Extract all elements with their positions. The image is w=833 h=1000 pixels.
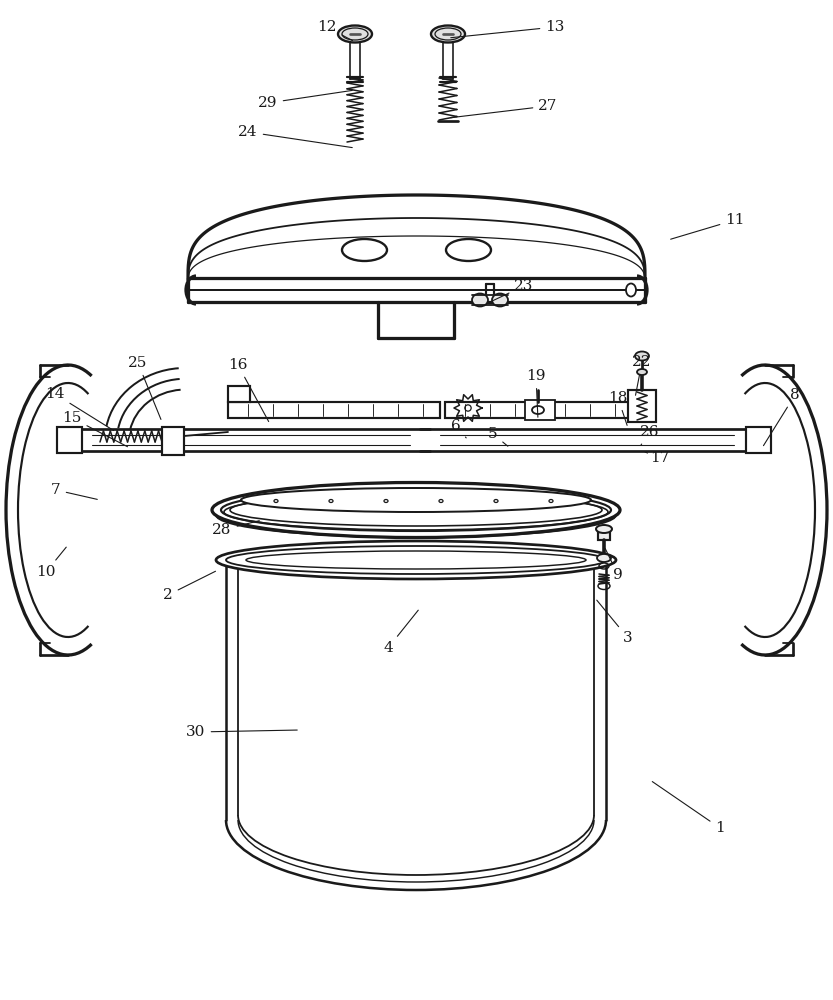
Ellipse shape xyxy=(241,488,591,512)
Bar xyxy=(228,402,440,418)
Text: 9: 9 xyxy=(606,549,623,582)
Ellipse shape xyxy=(626,284,636,296)
Text: 27: 27 xyxy=(451,99,557,118)
Text: 18: 18 xyxy=(608,391,628,425)
Bar xyxy=(746,427,771,453)
Ellipse shape xyxy=(446,239,491,261)
Text: 22: 22 xyxy=(632,355,651,395)
Text: 15: 15 xyxy=(62,411,127,447)
Bar xyxy=(228,386,250,402)
Text: 6: 6 xyxy=(451,419,466,438)
Text: 26: 26 xyxy=(641,425,660,445)
Text: 7: 7 xyxy=(51,483,97,499)
Text: 5: 5 xyxy=(488,427,508,446)
Text: 11: 11 xyxy=(671,213,745,239)
Text: 3: 3 xyxy=(596,600,633,645)
Text: 4: 4 xyxy=(383,610,418,655)
Text: 28: 28 xyxy=(212,521,259,537)
Ellipse shape xyxy=(492,294,508,306)
Text: 25: 25 xyxy=(128,356,161,419)
Text: 14: 14 xyxy=(45,387,113,431)
Bar xyxy=(57,427,82,453)
Text: 16: 16 xyxy=(228,358,269,422)
Text: 12: 12 xyxy=(317,20,352,41)
Ellipse shape xyxy=(338,25,372,42)
Bar xyxy=(162,427,184,455)
Text: 13: 13 xyxy=(451,20,565,38)
Ellipse shape xyxy=(342,239,387,261)
Bar xyxy=(445,402,650,418)
Text: 2: 2 xyxy=(163,571,216,602)
Text: 17: 17 xyxy=(645,451,670,465)
Text: 29: 29 xyxy=(258,90,352,110)
Bar xyxy=(525,400,555,420)
Bar xyxy=(628,390,656,422)
Text: 24: 24 xyxy=(238,125,352,148)
Text: 1: 1 xyxy=(652,782,725,835)
Ellipse shape xyxy=(472,294,488,306)
Ellipse shape xyxy=(637,369,647,375)
Ellipse shape xyxy=(635,352,649,360)
Text: 19: 19 xyxy=(526,369,546,417)
Ellipse shape xyxy=(596,525,612,533)
Ellipse shape xyxy=(431,25,465,42)
Ellipse shape xyxy=(597,554,611,562)
Text: 10: 10 xyxy=(37,547,67,579)
Ellipse shape xyxy=(216,541,616,579)
Ellipse shape xyxy=(532,406,544,414)
Bar xyxy=(598,532,610,540)
Text: 30: 30 xyxy=(187,725,297,739)
Text: 23: 23 xyxy=(492,279,534,301)
Text: 8: 8 xyxy=(764,388,800,446)
Ellipse shape xyxy=(212,483,620,538)
